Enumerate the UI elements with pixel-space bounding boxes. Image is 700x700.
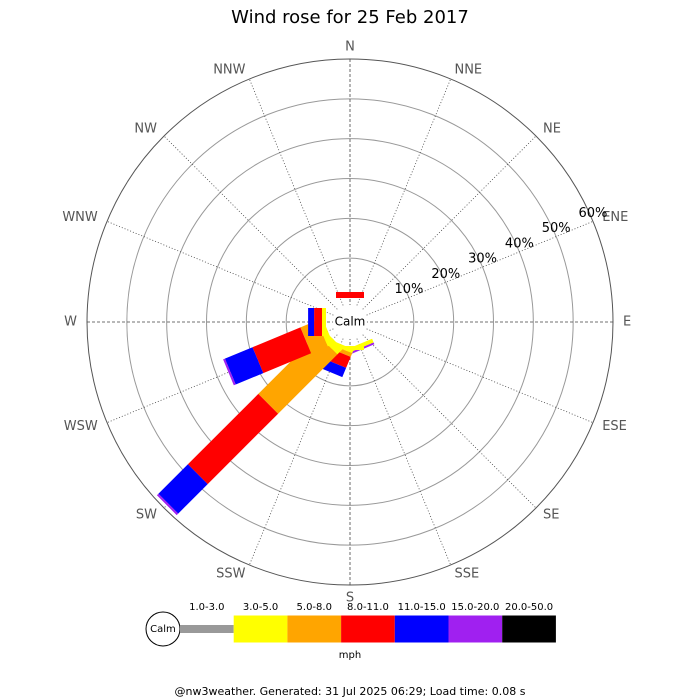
- direction-label: WNW: [62, 210, 98, 225]
- spoke: [106, 321, 351, 424]
- ring-label: 40%: [505, 236, 534, 251]
- ring: [126, 98, 574, 546]
- ring-label: 20%: [431, 267, 460, 282]
- calm-label: Calm: [335, 315, 366, 329]
- direction-label: SE: [543, 508, 559, 523]
- legend-swatch: [341, 615, 395, 643]
- calm-circle: [333, 305, 367, 339]
- ring: [245, 217, 455, 427]
- direction-label: SSW: [216, 567, 246, 582]
- direction-label: ESE: [602, 419, 627, 434]
- ring-label: 60%: [579, 206, 608, 221]
- wind-bar: [366, 299, 378, 326]
- ring: [206, 178, 494, 466]
- wind-bar: [322, 299, 334, 326]
- wind-bar: [327, 294, 354, 306]
- wind-bar: [223, 358, 236, 386]
- legend-swatch: [180, 625, 234, 633]
- wind-bar: [322, 308, 326, 336]
- wind-bar: [314, 308, 322, 336]
- spoke: [106, 220, 351, 323]
- spoke: [163, 135, 351, 323]
- legend-label: 11.0-15.0: [398, 602, 446, 613]
- ring: [166, 138, 534, 506]
- spoke: [349, 135, 537, 323]
- ring-label: 50%: [542, 221, 571, 236]
- direction-label: NE: [543, 121, 561, 136]
- direction-label: W: [64, 315, 77, 330]
- chart-title: Wind rose for 25 Feb 2017: [231, 7, 469, 28]
- direction-label: N: [345, 40, 355, 55]
- wind-bar: [187, 393, 279, 485]
- legend-label: 15.0-20.0: [451, 602, 499, 613]
- unit-label: mph: [339, 650, 361, 661]
- legend-label: 20.0-50.0: [505, 602, 553, 613]
- direction-label: WSW: [64, 419, 98, 434]
- direction-label: NNW: [213, 62, 245, 77]
- ring-label: 30%: [468, 252, 497, 267]
- spoke: [248, 78, 351, 323]
- wind-bar: [158, 464, 208, 514]
- legend-swatch: [287, 615, 342, 643]
- direction-label: NNE: [454, 62, 482, 77]
- wind-bar: [156, 493, 179, 516]
- wind-bar: [366, 318, 378, 345]
- spoke: [349, 321, 452, 566]
- legend-label: 3.0-5.0: [243, 602, 278, 613]
- ring-label: 10%: [395, 282, 424, 297]
- spoke: [349, 321, 537, 509]
- wind-bar: [336, 292, 364, 298]
- footer: @nw3weather. Generated: 31 Jul 2025 06:2…: [175, 685, 526, 698]
- direction-label: SW: [136, 508, 157, 523]
- wind-bar: [224, 347, 264, 385]
- legend-label: 5.0-8.0: [297, 602, 332, 613]
- direction-label: ENE: [602, 210, 628, 225]
- spoke: [349, 321, 594, 424]
- legend-label: 8.0-11.0: [347, 602, 389, 613]
- legend-calm-label: Calm: [150, 624, 176, 635]
- direction-label: S: [346, 591, 354, 606]
- spoke: [248, 321, 351, 566]
- wind-bar: [346, 294, 373, 306]
- spoke: [349, 220, 594, 323]
- wind-bar: [300, 320, 328, 354]
- direction-label: SSE: [454, 567, 479, 582]
- wind-bar: [308, 308, 315, 336]
- wind-bar: [258, 334, 338, 414]
- direction-label: E: [623, 315, 631, 330]
- spoke: [349, 78, 452, 323]
- legend-swatch: [233, 615, 288, 643]
- wind-bar: [252, 327, 312, 374]
- ring: [285, 257, 415, 387]
- direction-label: NW: [134, 121, 157, 136]
- legend-swatch: [394, 615, 449, 643]
- legend-swatch: [448, 615, 503, 643]
- legend-swatch: [502, 615, 556, 643]
- legend-label: 1.0-3.0: [189, 602, 224, 613]
